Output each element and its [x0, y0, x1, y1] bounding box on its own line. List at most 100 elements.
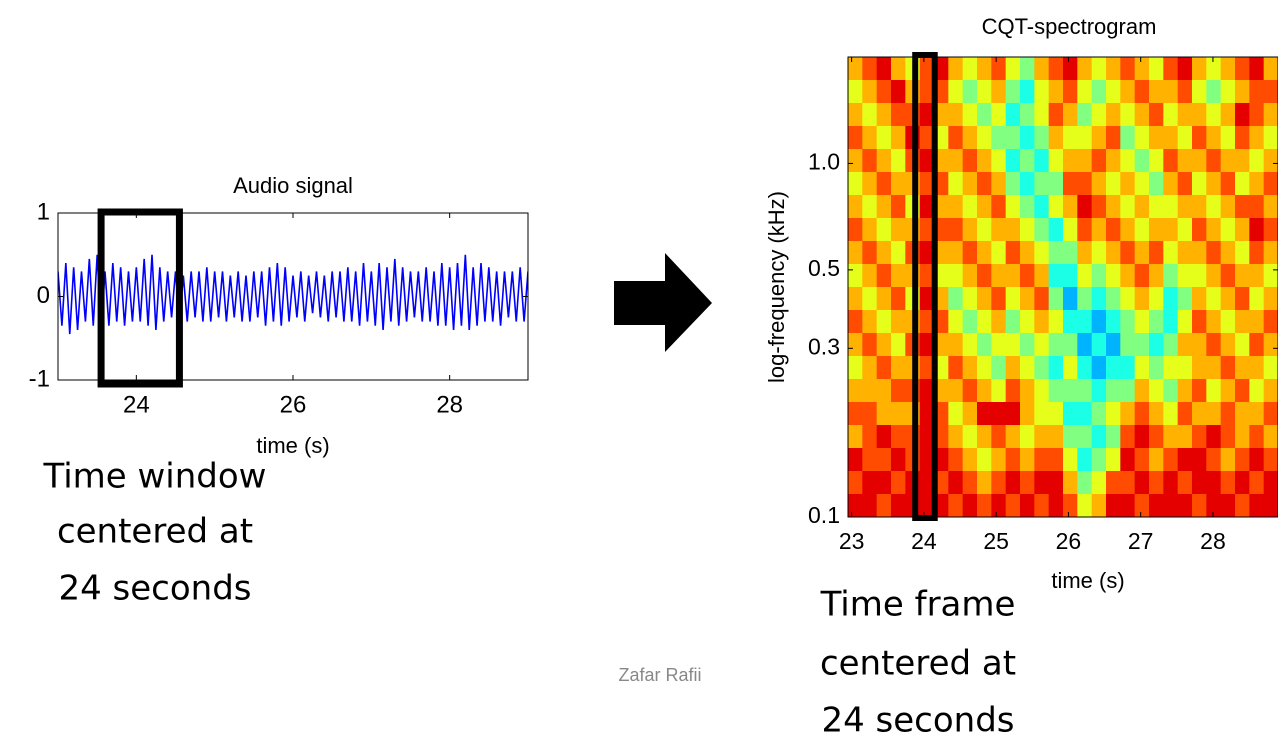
heat-cell [1163, 195, 1179, 219]
heat-cell [1134, 333, 1150, 357]
heat-cell [948, 264, 964, 288]
y-tick-label: 0.1 [808, 502, 840, 528]
heat-cell [991, 425, 1007, 449]
annotation: Time frame [820, 585, 1016, 625]
heat-cell [991, 264, 1007, 288]
heat-cell [1192, 448, 1207, 472]
heat-cell [1091, 333, 1107, 357]
heat-cell [1063, 195, 1078, 219]
heat-cell [1249, 218, 1265, 242]
heat-cell [1177, 356, 1193, 380]
heat-cell [1220, 149, 1236, 173]
heat-cell [1020, 471, 1035, 495]
heat-cell [1206, 80, 1222, 104]
heat-cell [1106, 287, 1121, 311]
heat-cell [1134, 379, 1150, 403]
x-tick-label: 28 [436, 391, 463, 418]
heat-cell [919, 333, 935, 357]
y-tick-label: -1 [29, 365, 50, 392]
heat-cell [1034, 195, 1050, 219]
heat-cell [934, 356, 949, 380]
heat-cell [1220, 310, 1236, 334]
y-tick-label: 0 [37, 282, 50, 309]
heat-cell [1177, 448, 1193, 472]
heat-cell [1177, 425, 1193, 449]
heat-cell [1091, 264, 1107, 288]
heat-cell [962, 425, 978, 449]
heat-cell [1263, 356, 1278, 380]
heat-cell [1005, 264, 1021, 288]
heat-cell [919, 149, 935, 173]
heat-cell [991, 402, 1007, 426]
heat-cell [1249, 448, 1265, 472]
heat-cell [919, 80, 935, 104]
heat-cell [1220, 494, 1236, 517]
heat-cell [862, 264, 878, 288]
heat-cell [977, 471, 992, 495]
heat-cell [1192, 80, 1207, 104]
heat-cell [948, 195, 964, 219]
heat-cell [948, 287, 964, 311]
heat-cell [1034, 402, 1050, 426]
heat-cell [991, 172, 1007, 196]
heat-cell [991, 218, 1007, 242]
heat-cell [1120, 310, 1136, 334]
heat-cell [862, 172, 878, 196]
annotation: Time window [42, 457, 266, 497]
heat-cell [1077, 103, 1093, 127]
heat-cell [1263, 172, 1278, 196]
heat-cell [1235, 149, 1250, 173]
heat-cell [1220, 448, 1236, 472]
heat-cell [1149, 356, 1164, 380]
heat-cell [948, 402, 964, 426]
heat-cell [1048, 149, 1064, 173]
chart-title: Audio signal [233, 173, 353, 198]
heat-cell [1249, 57, 1265, 81]
heat-cell [1034, 356, 1050, 380]
heat-cell [962, 264, 978, 288]
heat-cell [1077, 126, 1093, 150]
heat-cell [1005, 494, 1021, 517]
heat-cell [1192, 264, 1207, 288]
heat-cell [1163, 241, 1179, 265]
annotation: 24 seconds [821, 701, 1014, 741]
heat-cell [1034, 241, 1050, 265]
heat-cell [876, 264, 892, 288]
heat-cell [1249, 356, 1265, 380]
heat-cell [1048, 448, 1064, 472]
heat-cell [1091, 356, 1107, 380]
heat-cell [1134, 57, 1150, 81]
heat-cell [848, 494, 863, 517]
heat-cell [862, 494, 878, 517]
heat-cell [1192, 126, 1207, 150]
heat-cell [977, 195, 992, 219]
heat-cell [962, 195, 978, 219]
heat-cell [1034, 264, 1050, 288]
heat-cell [1005, 126, 1021, 150]
heat-cell [962, 57, 978, 81]
heat-cell [1077, 471, 1093, 495]
heat-cell [862, 448, 878, 472]
heat-cell [1134, 241, 1150, 265]
heat-cell [1134, 287, 1150, 311]
heat-cell [876, 310, 892, 334]
heat-cell [1106, 218, 1121, 242]
heat-cell [1120, 287, 1136, 311]
heat-cell [1034, 494, 1050, 517]
heat-cell [876, 402, 892, 426]
heat-cell [1020, 379, 1035, 403]
heat-cell [1149, 448, 1164, 472]
heat-cell [1091, 379, 1107, 403]
heat-cell [1020, 149, 1035, 173]
heat-cell [1020, 103, 1035, 127]
heat-cell [1005, 425, 1021, 449]
heat-cell [1120, 402, 1136, 426]
heat-cell [1005, 149, 1021, 173]
heat-cell [977, 264, 992, 288]
heat-cell [862, 57, 878, 81]
heat-cell [1206, 402, 1222, 426]
heat-cell [1034, 379, 1050, 403]
heat-cell [1005, 80, 1021, 104]
heat-cell [1034, 80, 1050, 104]
heat-cell [1249, 379, 1265, 403]
